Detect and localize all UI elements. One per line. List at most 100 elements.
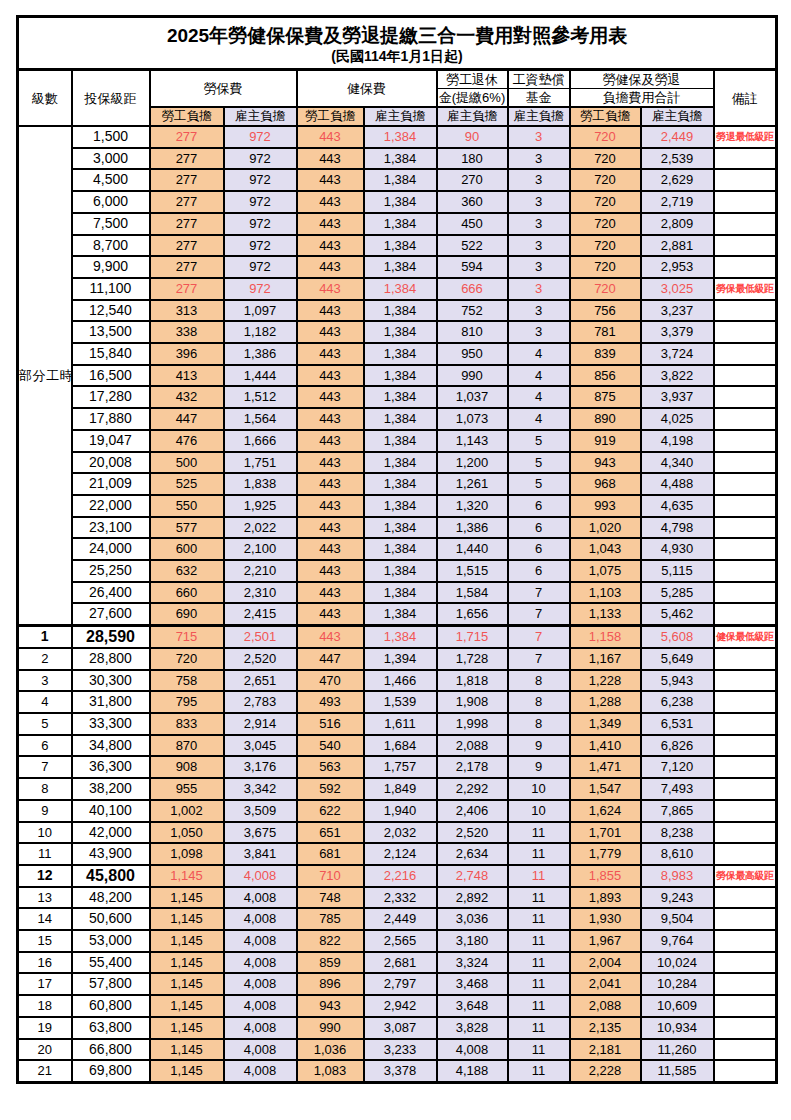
cell-value: 856 [570, 365, 641, 387]
cell-note [714, 973, 777, 995]
cell-value: 443 [297, 191, 364, 213]
cell-value: 822 [297, 930, 364, 952]
table-row: 1348,2001,1454,0087482,3322,892111,8939,… [18, 887, 777, 909]
cell-value: 972 [224, 126, 297, 148]
table-row: 3,0002779724431,38418037202,539 [18, 148, 777, 170]
cell-value: 450 [437, 213, 508, 235]
cell-value: 4,008 [224, 887, 297, 909]
cell-bracket: 19,047 [72, 430, 150, 452]
cell-value: 1,158 [570, 626, 641, 648]
cell-value: 3,841 [224, 843, 297, 865]
col-header-note: 備註 [714, 70, 777, 127]
cell-value: 943 [297, 995, 364, 1017]
table-body: 部分工時1,5002779724431,3849037202,449勞退最低級距… [18, 126, 777, 1082]
cell-value: 3,025 [641, 278, 714, 300]
cell-value: 516 [297, 713, 364, 735]
cell-value: 875 [570, 386, 641, 408]
subheader-health-worker: 勞工負擔 [297, 107, 364, 126]
cell-value: 10 [508, 778, 570, 800]
cell-value: 443 [297, 278, 364, 300]
table-row: 9,9002779724431,38459437202,953 [18, 256, 777, 278]
cell-value: 9,504 [641, 908, 714, 930]
table-row: 15,8403961,3864431,38495048393,724 [18, 343, 777, 365]
cell-note [714, 408, 777, 430]
cell-value: 972 [224, 278, 297, 300]
cell-value: 3,045 [224, 735, 297, 757]
cell-value: 6,238 [641, 691, 714, 713]
cell-value: 277 [150, 126, 224, 148]
cell-value: 756 [570, 300, 641, 322]
cell-value: 360 [437, 191, 508, 213]
col-header-total-line2: 負擔費用合計 [570, 89, 714, 108]
cell-value: 2,032 [364, 822, 437, 844]
cell-bracket: 20,008 [72, 452, 150, 474]
cell-note [714, 800, 777, 822]
cell-value: 1,384 [364, 430, 437, 452]
cell-value: 4,008 [224, 995, 297, 1017]
table-row: 23,1005772,0224431,3841,38661,0204,798 [18, 517, 777, 539]
cell-note [714, 560, 777, 582]
cell-note [714, 1017, 777, 1039]
cell-level: 2 [18, 648, 72, 670]
cell-note [714, 495, 777, 517]
cell-value: 2,415 [224, 603, 297, 625]
cell-bracket: 69,800 [72, 1060, 150, 1082]
cell-bracket: 30,300 [72, 670, 150, 692]
cell-value: 1,384 [364, 213, 437, 235]
cell-value: 2,892 [437, 887, 508, 909]
cell-value: 5,943 [641, 670, 714, 692]
cell-value: 2,719 [641, 191, 714, 213]
cell-value: 1,145 [150, 1017, 224, 1039]
cell-level: 16 [18, 952, 72, 974]
cell-value: 277 [150, 169, 224, 191]
cell-note [714, 778, 777, 800]
cell-value: 5 [508, 452, 570, 474]
cell-bracket: 38,200 [72, 778, 150, 800]
cell-value: 972 [224, 213, 297, 235]
cell-value: 1,145 [150, 1039, 224, 1061]
cell-value: 1,930 [570, 908, 641, 930]
cell-value: 4,635 [641, 495, 714, 517]
cell-value: 2,292 [437, 778, 508, 800]
cell-value: 2,449 [641, 126, 714, 148]
cell-value: 2,953 [641, 256, 714, 278]
table-row: 4,5002779724431,38427037202,629 [18, 169, 777, 191]
cell-level: 19 [18, 1017, 72, 1039]
cell-bracket: 15,840 [72, 343, 150, 365]
subheader-labor-worker: 勞工負擔 [150, 107, 224, 126]
table-row: 2066,8001,1454,0081,0363,2334,008112,181… [18, 1039, 777, 1061]
cell-value: 10,609 [641, 995, 714, 1017]
page-title: 2025年勞健保保費及勞退提繳三合一費用對照參考用表 [19, 22, 775, 50]
cell-value: 1,515 [437, 560, 508, 582]
cell-value: 1,384 [364, 126, 437, 148]
cell-value: 1,728 [437, 648, 508, 670]
cell-value: 443 [297, 408, 364, 430]
cell-value: 1,925 [224, 495, 297, 517]
cell-value: 1,384 [364, 517, 437, 539]
cell-value: 9,243 [641, 887, 714, 909]
table-row: 20,0085001,7514431,3841,20059434,340 [18, 452, 777, 474]
table-row: 2169,8001,1454,0081,0833,3784,188112,228… [18, 1060, 777, 1082]
table-row: 12,5403131,0974431,38475237563,237 [18, 300, 777, 322]
cell-value: 2,748 [437, 865, 508, 887]
table-row: 1042,0001,0503,6756512,0322,520111,7018,… [18, 822, 777, 844]
cell-bracket: 36,300 [72, 756, 150, 778]
col-header-pension-line2: 金(提繳6%) [437, 89, 508, 108]
cell-value: 3 [508, 256, 570, 278]
cell-level: 6 [18, 735, 72, 757]
cell-value: 1,440 [437, 538, 508, 560]
cell-value: 6,531 [641, 713, 714, 735]
cell-note [714, 995, 777, 1017]
cell-value: 2,565 [364, 930, 437, 952]
cell-value: 10,024 [641, 952, 714, 974]
cell-note [714, 930, 777, 952]
cell-value: 4,008 [224, 973, 297, 995]
cell-value: 1,444 [224, 365, 297, 387]
cell-value: 1,893 [570, 887, 641, 909]
cell-value: 3,379 [641, 321, 714, 343]
cell-value: 277 [150, 278, 224, 300]
cell-note [714, 169, 777, 191]
cell-value: 651 [297, 822, 364, 844]
cell-value: 870 [150, 735, 224, 757]
table-row: 533,3008332,9145161,6111,99881,3496,531 [18, 713, 777, 735]
